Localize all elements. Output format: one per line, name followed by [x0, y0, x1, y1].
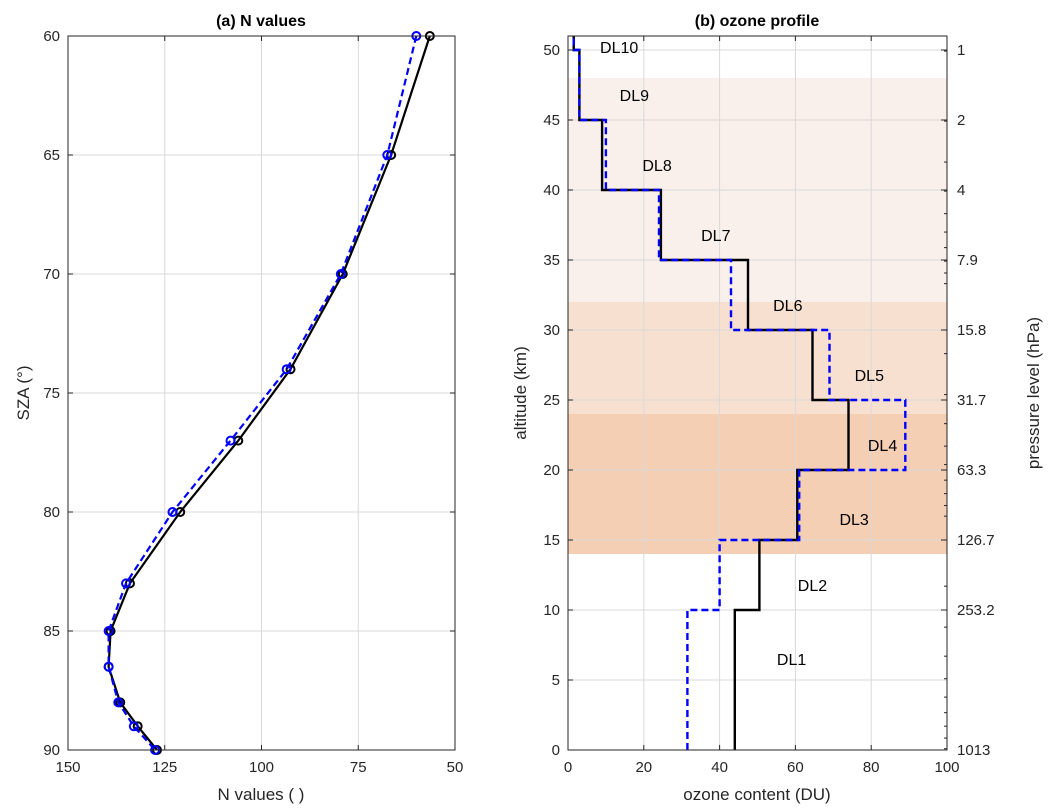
panel-b-shaded-band	[568, 302, 947, 414]
panel-b-y2-tick-label: 253.2	[957, 602, 995, 619]
panel-b-y2-tick-label: 1	[957, 42, 965, 59]
panel-a-blue-marker	[113, 697, 124, 708]
panel-a-blue-marker	[225, 435, 236, 446]
panel-a-y-tick-label: 70	[43, 266, 60, 283]
panel-b-layer-label-dl10: DL10	[600, 40, 638, 57]
panel-a-x-axis-label: N values ( )	[218, 785, 305, 804]
panel-b-y-tick-label: 5	[552, 672, 560, 689]
panel-b-y-tick-label: 10	[543, 602, 560, 619]
panel-b-y2-axis-label: pressure level (hPa)	[1024, 317, 1043, 469]
panel-a-blue-marker	[103, 661, 114, 672]
panel-b-layer-label-dl8: DL8	[642, 158, 671, 175]
panel-b-y2-tick-label: 63.3	[957, 462, 986, 479]
panel-b-layer-label-dl4: DL4	[868, 438, 897, 455]
panel-a-gridlines	[68, 36, 455, 750]
panel-b-layer-label-dl9: DL9	[620, 88, 649, 105]
panel-b-y-tick-label: 30	[543, 322, 560, 339]
panel-b-layer-label-dl5: DL5	[855, 368, 884, 385]
panel-b-frame	[567, 35, 948, 751]
panel-a-blue-marker	[128, 721, 139, 732]
panel-b-x-tick-label: 80	[863, 759, 880, 776]
panel-a-blue-marker	[281, 364, 292, 375]
panel-b-ticks: 0 20 40 60 80 100 0 5 10 15 20 25 30 35 40 45 50 1013 253.…	[543, 36, 995, 776]
panel-a-blue-marker	[121, 578, 132, 589]
panel-a-x-tick-label: 125	[152, 759, 177, 776]
panel-b-title: (b) ozone profile	[695, 13, 820, 30]
panel-b-x-tick-label: 100	[934, 759, 959, 776]
panel-a-blue-marker	[103, 626, 114, 636]
panel-b-y2-tick-label: 1013	[957, 742, 990, 759]
panel-b-y-tick-label: 20	[543, 462, 560, 479]
panel-b-x-tick-label: 60	[787, 759, 804, 776]
panel-a-ticks: 150 125 100 75 50 60 65 70 75 80 85 90	[43, 28, 463, 776]
panel-a-x-tick-label: 100	[249, 759, 274, 776]
panel-a-title: (a) N values	[216, 13, 306, 30]
panel-b-layer-labels: DL1 DL2 DL3 DL4 DL5 DL6 DL7 DL8 DL9 DL10	[600, 40, 897, 669]
panel-b-y-tick-label: 0	[552, 742, 560, 759]
panel-a-n-values: 150 125 100 75 50 60 65 70 75 80 85 90 (a) N values…	[14, 13, 463, 804]
panel-b-y2-tick-label: 15.8	[957, 322, 986, 339]
panel-b-y2-tick-label: 31.7	[957, 392, 986, 409]
panel-a-y-tick-label: 80	[43, 504, 60, 521]
panel-a-x-tick-label: 75	[350, 759, 367, 776]
panel-b-y2-tick-label: 4	[957, 182, 965, 199]
panel-a-x-tick-label: 150	[55, 759, 80, 776]
panel-b-y-tick-label: 25	[543, 392, 560, 409]
panel-a-x-tick-label: 50	[447, 759, 464, 776]
panel-a-y-tick-label: 85	[43, 623, 60, 640]
panel-a-y-tick-label: 65	[43, 147, 60, 164]
panel-b-y-tick-label: 35	[543, 252, 560, 269]
panel-a-blue-marker	[167, 507, 178, 517]
panel-b-layer-label-dl7: DL7	[701, 228, 730, 245]
panel-b-layer-label-dl3: DL3	[839, 512, 868, 529]
panel-b-y-axis-label: altitude (km)	[511, 346, 530, 440]
panel-b-x-tick-label: 20	[635, 759, 652, 776]
panel-a-y-tick-label: 60	[43, 28, 60, 45]
panel-a-blue-marker	[382, 150, 393, 160]
panel-a-y-tick-label: 75	[43, 385, 60, 402]
panel-b-x-tick-label: 40	[711, 759, 728, 776]
panel-b-shaded-band	[568, 414, 947, 554]
panel-b-x-axis-label: ozone content (DU)	[683, 785, 830, 804]
panel-a-black-marker	[285, 364, 296, 375]
panel-b-y2-tick-label: 2	[957, 112, 965, 129]
panel-b-y-tick-label: 40	[543, 182, 560, 199]
panel-b-y2-tick-label: 7.9	[957, 252, 978, 269]
panel-b-blue-dashed-profile	[572, 36, 907, 750]
panel-b-y-tick-label: 45	[543, 112, 560, 129]
panel-a-blue-marker	[335, 269, 346, 279]
panel-b-layer-label-dl6: DL6	[773, 298, 802, 315]
panel-b-shaded-bands	[568, 78, 947, 554]
panel-a-blue-dashed-line	[107, 35, 418, 751]
panel-b-series	[572, 36, 907, 750]
panel-b-y2-tick-label: 126.7	[957, 532, 995, 549]
panel-b-layer-label-dl1: DL1	[777, 652, 806, 669]
panel-b-layer-label-dl2: DL2	[798, 578, 827, 595]
panel-a-y-axis-label: SZA (°)	[14, 366, 33, 421]
panel-b-x-tick-label: 0	[564, 759, 572, 776]
panel-b-y-tick-label: 50	[543, 42, 560, 59]
panel-a-y-tick-label: 90	[43, 742, 60, 759]
panel-b-y-tick-label: 15	[543, 532, 560, 549]
